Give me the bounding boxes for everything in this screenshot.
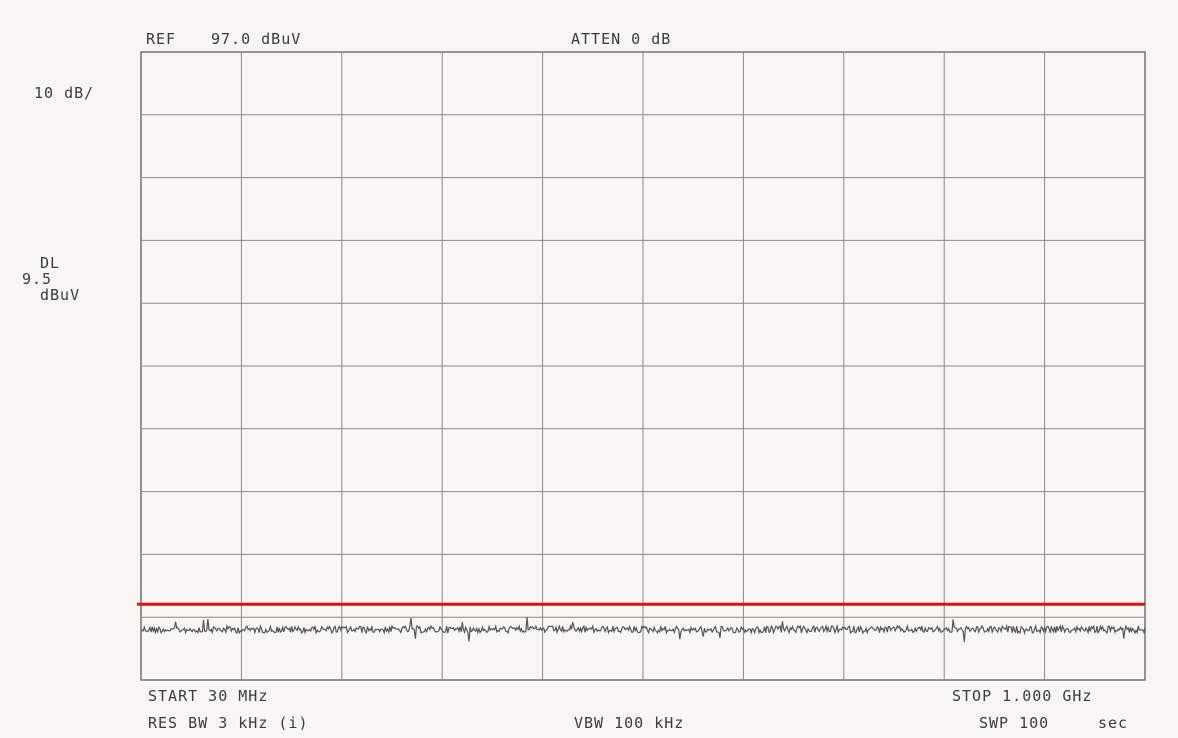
- plot-grid: [141, 52, 1145, 680]
- ref-label: REF: [146, 30, 177, 48]
- stop-frequency: STOP 1.000 GHz: [952, 687, 1093, 705]
- measurement-trace: [140, 617, 1146, 642]
- start-frequency: START 30 MHz: [148, 687, 269, 705]
- atten-label: ATTEN 0 dB: [571, 30, 672, 48]
- display-line-value: 9.5: [22, 270, 53, 288]
- plot-traces: [137, 602, 1146, 642]
- scale-label: 10 dB/: [34, 84, 95, 102]
- resolution-bandwidth: RES BW 3 kHz (i): [148, 714, 309, 732]
- display-line-label: DL: [40, 254, 61, 272]
- sweep-time-unit: sec: [1098, 714, 1129, 732]
- sweep-time: SWP 100: [979, 714, 1050, 732]
- ref-value: 97.0 dBuV: [211, 30, 302, 48]
- display-line-unit: dBuV: [40, 286, 81, 304]
- video-bandwidth: VBW 100 kHz: [574, 714, 685, 732]
